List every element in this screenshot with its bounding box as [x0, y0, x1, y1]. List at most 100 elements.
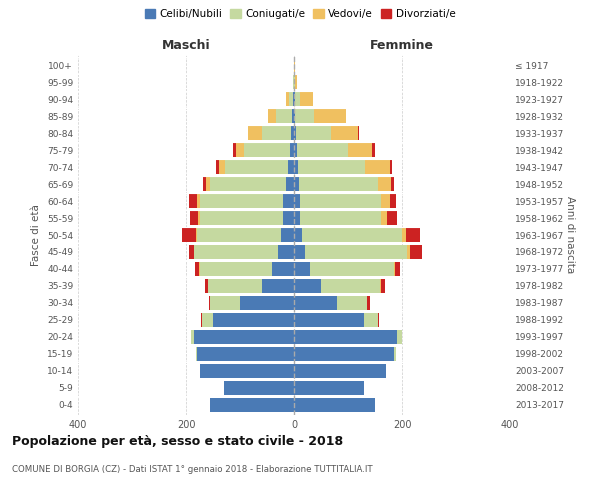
Bar	[310, 262, 394, 276]
Bar	[194, 330, 294, 344]
Bar	[197, 194, 199, 208]
Bar	[305, 245, 407, 259]
Bar	[294, 194, 301, 208]
Bar	[189, 245, 194, 259]
Bar	[244, 143, 290, 157]
Text: Femmine: Femmine	[370, 38, 434, 52]
Bar	[203, 177, 206, 191]
Bar	[286, 177, 294, 191]
Bar	[321, 279, 380, 293]
Bar	[294, 330, 397, 344]
Bar	[294, 75, 295, 89]
Bar	[294, 313, 364, 327]
Bar	[382, 211, 387, 225]
Bar	[300, 92, 313, 106]
Bar	[397, 330, 402, 344]
Legend: Celibi/Nubili, Coniugati/e, Vedovi/e, Divorziati/e: Celibi/Nubili, Coniugati/e, Vedovi/e, Di…	[140, 5, 460, 24]
Bar	[294, 245, 305, 259]
Bar	[199, 194, 283, 208]
Bar	[391, 177, 394, 191]
Bar	[301, 211, 382, 225]
Bar	[295, 92, 300, 106]
Bar	[296, 143, 348, 157]
Bar	[382, 194, 389, 208]
Bar	[402, 228, 406, 242]
Bar	[196, 347, 197, 361]
Bar	[198, 211, 199, 225]
Bar	[196, 228, 197, 242]
Bar	[216, 160, 219, 174]
Bar	[395, 262, 400, 276]
Bar	[389, 160, 392, 174]
Bar	[301, 194, 382, 208]
Bar	[394, 347, 395, 361]
Bar	[272, 262, 294, 276]
Bar	[210, 177, 286, 191]
Bar	[262, 279, 294, 293]
Bar	[287, 160, 294, 174]
Bar	[381, 279, 385, 293]
Bar	[248, 126, 262, 140]
Text: Maschi: Maschi	[161, 38, 211, 52]
Bar	[233, 143, 236, 157]
Bar	[294, 177, 299, 191]
Bar	[294, 228, 302, 242]
Bar	[314, 109, 346, 123]
Bar	[194, 262, 199, 276]
Bar	[205, 279, 208, 293]
Bar	[293, 75, 294, 89]
Bar	[294, 211, 301, 225]
Bar	[299, 177, 378, 191]
Bar	[278, 245, 294, 259]
Bar	[197, 347, 294, 361]
Bar	[331, 126, 358, 140]
Bar	[302, 228, 402, 242]
Bar	[197, 228, 281, 242]
Text: COMUNE DI BORGIA (CZ) - Dati ISTAT 1° gennaio 2018 - Elaborazione TUTTITALIA.IT: COMUNE DI BORGIA (CZ) - Dati ISTAT 1° ge…	[12, 465, 373, 474]
Bar	[372, 143, 375, 157]
Bar	[191, 330, 194, 344]
Bar	[295, 75, 296, 89]
Bar	[208, 279, 262, 293]
Bar	[276, 109, 292, 123]
Bar	[367, 296, 370, 310]
Bar	[378, 177, 391, 191]
Bar	[268, 109, 276, 123]
Bar	[199, 364, 294, 378]
Bar	[294, 126, 296, 140]
Bar	[294, 347, 394, 361]
Bar	[199, 262, 272, 276]
Bar	[387, 211, 397, 225]
Text: Popolazione per età, sesso e stato civile - 2018: Popolazione per età, sesso e stato civil…	[12, 435, 343, 448]
Bar	[224, 381, 294, 395]
Bar	[294, 381, 364, 395]
Bar	[410, 245, 422, 259]
Bar	[289, 92, 293, 106]
Y-axis label: Fasce di età: Fasce di età	[31, 204, 41, 266]
Bar	[294, 143, 296, 157]
Bar	[296, 126, 331, 140]
Bar	[213, 313, 294, 327]
Bar	[407, 245, 410, 259]
Bar	[236, 143, 244, 157]
Bar	[283, 211, 294, 225]
Bar	[337, 296, 367, 310]
Bar	[240, 296, 294, 310]
Bar	[202, 313, 213, 327]
Bar	[389, 194, 396, 208]
Bar	[295, 109, 314, 123]
Bar	[358, 126, 359, 140]
Bar	[348, 143, 372, 157]
Bar	[406, 228, 420, 242]
Bar	[189, 194, 197, 208]
Bar	[286, 92, 289, 106]
Bar	[194, 245, 278, 259]
Bar	[294, 296, 337, 310]
Bar	[394, 262, 395, 276]
Bar	[283, 194, 294, 208]
Bar	[294, 364, 386, 378]
Bar	[219, 160, 226, 174]
Bar	[294, 398, 375, 412]
Bar	[294, 262, 310, 276]
Bar	[298, 160, 365, 174]
